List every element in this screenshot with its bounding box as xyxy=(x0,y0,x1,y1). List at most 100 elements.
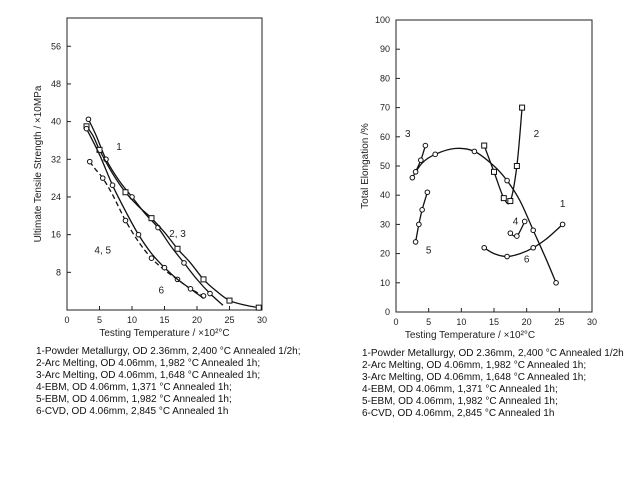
legend-line: 2-Arc Melting, OD 4.06mm, 1,982 °C Annea… xyxy=(36,358,261,369)
y-tick-label: 40 xyxy=(380,190,390,200)
y-tick-label: 32 xyxy=(51,154,61,164)
y-tick-label: 60 xyxy=(380,132,390,142)
x-tick-label: 20 xyxy=(192,315,202,325)
data-point xyxy=(83,125,90,132)
legend-line: 3-Arc Melting, OD 4.06mm, 1,648 °C Annea… xyxy=(36,370,261,381)
data-point xyxy=(559,221,566,228)
curve-label: 2 xyxy=(534,129,540,140)
series-4 xyxy=(507,218,528,239)
data-point xyxy=(409,174,416,181)
x-tick-label: 25 xyxy=(224,315,234,325)
y-axis-label: Total Elongation /% xyxy=(360,123,371,209)
y-tick-label: 100 xyxy=(375,15,390,25)
series-4-5 xyxy=(86,158,207,299)
x-tick-label: 0 xyxy=(393,317,398,327)
data-point xyxy=(471,148,478,155)
series-line xyxy=(411,147,557,284)
x-tick-label: 15 xyxy=(489,317,499,327)
data-point xyxy=(187,286,194,292)
curve-label: 6 xyxy=(158,286,164,297)
data-point xyxy=(432,151,439,158)
data-point xyxy=(86,158,93,165)
y-tick-label: 0 xyxy=(385,307,390,317)
series-line xyxy=(85,125,259,309)
curve-label: 3 xyxy=(405,129,411,140)
data-point xyxy=(422,142,429,149)
y-tick-label: 48 xyxy=(51,79,61,89)
data-point xyxy=(521,218,528,225)
series-2-3 xyxy=(83,123,262,311)
y-axis-label: Ultimate Tensile Strength / ×10MPa xyxy=(33,85,44,242)
legend-line: 1-Powder Metallurgy, OD 2.36mm, 2,400 °C… xyxy=(362,348,624,359)
data-point xyxy=(135,231,142,238)
series-6 xyxy=(83,125,204,299)
curve-label: 1 xyxy=(116,142,122,153)
x-tick-label: 15 xyxy=(159,315,169,325)
data-point xyxy=(226,297,233,304)
series-5 xyxy=(412,189,431,245)
y-tick-label: 80 xyxy=(380,73,390,83)
data-point xyxy=(85,116,92,123)
y-tick-label: 56 xyxy=(51,41,61,51)
curve-label: 4, 5 xyxy=(94,245,111,256)
data-point xyxy=(507,230,514,236)
data-point xyxy=(200,276,207,283)
data-point xyxy=(513,163,520,169)
x-tick-label: 20 xyxy=(522,317,532,327)
data-point xyxy=(504,253,510,260)
x-tick-label: 10 xyxy=(127,315,137,325)
x-tick-label: 25 xyxy=(554,317,564,327)
y-tick-label: 20 xyxy=(380,249,390,259)
series-1 xyxy=(409,147,559,286)
data-point xyxy=(109,182,116,188)
y-tick-label: 90 xyxy=(380,44,390,54)
series-line xyxy=(85,128,204,299)
curve-label: 2, 3 xyxy=(169,229,186,240)
series-line xyxy=(483,107,523,205)
data-point xyxy=(504,177,510,184)
data-point xyxy=(530,227,537,234)
y-tick-label: 10 xyxy=(380,278,390,288)
data-point xyxy=(174,245,181,252)
data-point xyxy=(148,255,155,261)
data-point xyxy=(530,244,537,251)
legend-line: 1-Powder Metallurgy, OD 2.36mm, 2,400 °C… xyxy=(36,346,301,357)
legend-line: 4-EBM, OD 4.06mm, 1,371 °C Annealed 1h; xyxy=(362,384,558,395)
y-tick-label: 70 xyxy=(380,103,390,113)
data-point xyxy=(148,215,155,222)
data-point xyxy=(481,244,488,251)
legend-right: 1-Powder Metallurgy, OD 2.36mm, 2,400 °C… xyxy=(362,348,624,420)
y-tick-label: 16 xyxy=(51,230,61,240)
legend-line: 5-EBM, OD 4.06mm, 1,982 °C Annealed 1h; xyxy=(362,396,558,407)
y-tick-label: 40 xyxy=(51,117,61,127)
series-3 xyxy=(412,142,429,175)
x-tick-label: 30 xyxy=(587,317,597,327)
series-2 xyxy=(481,104,526,205)
y-tick-label: 24 xyxy=(51,192,61,202)
data-point xyxy=(507,198,514,205)
data-point xyxy=(481,142,488,149)
data-point xyxy=(500,195,507,202)
legend-line: 6-CVD, OD 4.06mm, 2,845 °C Annealed 1h xyxy=(36,406,229,417)
curve-label: 4 xyxy=(513,216,519,227)
data-point xyxy=(255,304,262,311)
x-axis-label: Testing Temperature / ×10²°C xyxy=(99,328,229,339)
data-point xyxy=(412,239,419,245)
x-axis-label: Testing Temperature / ×10²°C xyxy=(405,330,535,341)
series-line xyxy=(414,192,428,243)
data-point xyxy=(419,207,425,213)
series-line xyxy=(483,223,564,258)
series-6 xyxy=(481,221,566,260)
y-tick-label: 30 xyxy=(380,219,390,229)
data-point xyxy=(491,168,497,175)
data-point xyxy=(122,217,129,224)
x-tick-label: 10 xyxy=(456,317,466,327)
data-point xyxy=(122,189,129,196)
legend-line: 4-EBM, OD 4.06mm, 1,371 °C Annealed 1h; xyxy=(36,382,232,393)
legend-line: 2-Arc Melting, OD 4.06mm, 1,982 °C Annea… xyxy=(362,360,587,371)
data-point xyxy=(416,221,422,228)
x-tick-label: 0 xyxy=(64,315,69,325)
x-tick-label: 5 xyxy=(97,315,102,325)
curve-label: 1 xyxy=(560,199,566,210)
